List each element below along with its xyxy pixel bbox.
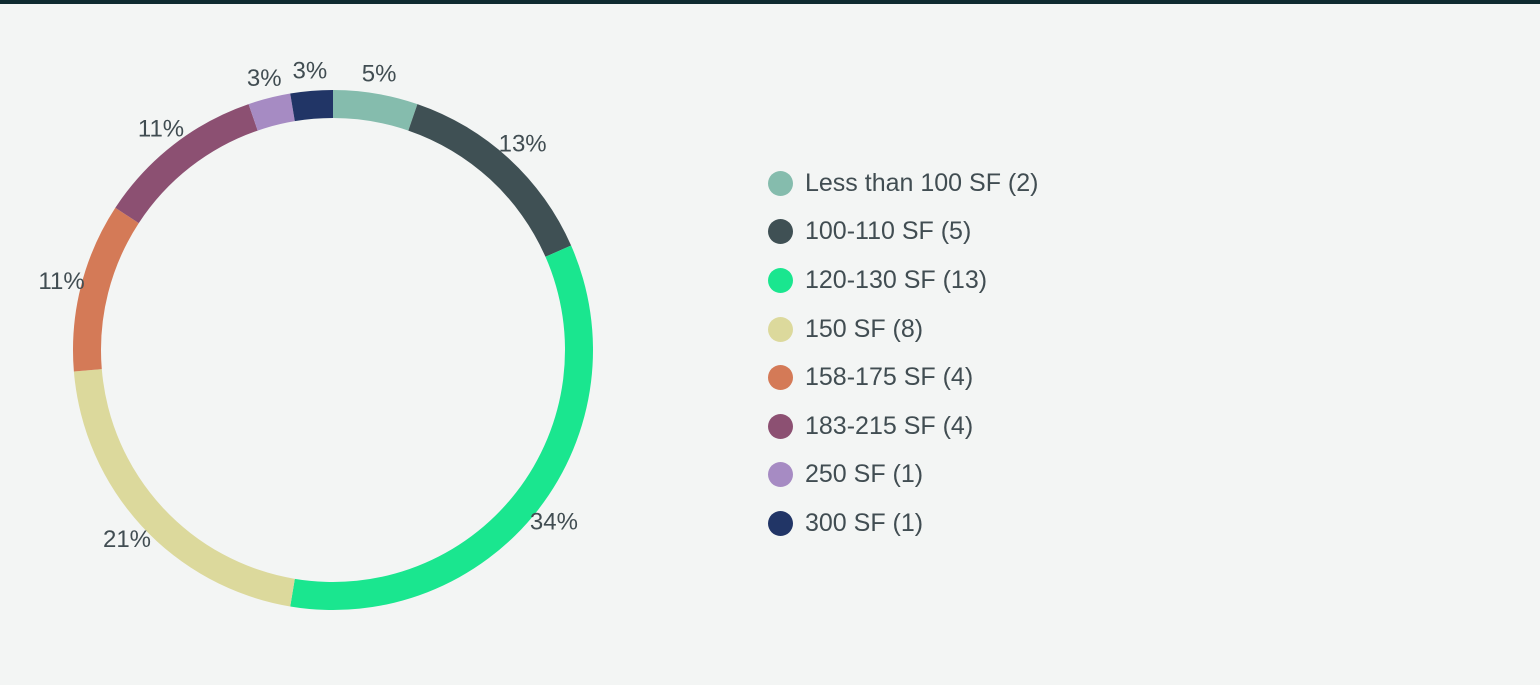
- percent-label-7: 3%: [247, 65, 282, 92]
- legend-swatch-icon: [768, 413, 793, 439]
- legend-label: 100-110 SF (5): [805, 217, 972, 246]
- legend-swatch-icon: [768, 170, 793, 196]
- legend-item: Less than 100 SF (2): [768, 159, 1188, 208]
- donut-percent-labels: 5% 13% 34% 21% 11% 11% 3% 3%: [38, 57, 578, 553]
- legend-label: 120-130 SF (13): [805, 265, 988, 294]
- legend-item: 250 SF (1): [768, 451, 1188, 500]
- donut-slice-6: [115, 104, 258, 224]
- percent-label-3: 34%: [530, 508, 578, 535]
- legend-label: Less than 100 SF (2): [805, 168, 1039, 197]
- legend-swatch-icon: [768, 316, 793, 342]
- donut-slices: [72, 90, 593, 610]
- donut-slice-1: [333, 90, 418, 131]
- legend-label: 250 SF (1): [805, 460, 924, 489]
- legend-item: 100-110 SF (5): [768, 208, 1188, 257]
- percent-label-5: 11%: [38, 268, 84, 295]
- percent-label-1: 5%: [362, 60, 397, 87]
- chart-legend: Less than 100 SF (2) 100-110 SF (5) 120-13…: [768, 159, 1188, 548]
- legend-item: 158-175 SF (4): [768, 353, 1188, 402]
- legend-label: 183-215 SF (4): [805, 411, 974, 440]
- legend-swatch-icon: [768, 462, 793, 488]
- donut-slice-2: [408, 104, 572, 257]
- legend-swatch-icon: [768, 267, 793, 293]
- legend-label: 150 SF (8): [805, 314, 924, 343]
- legend-item: 183-215 SF (4): [768, 402, 1188, 451]
- legend-label: 158-175 SF (4): [805, 363, 974, 392]
- percent-label-8: 3%: [293, 57, 328, 84]
- legend-swatch-icon: [768, 365, 793, 391]
- legend-swatch-icon: [768, 510, 793, 536]
- donut-chart: 5% 13% 34% 21% 11% 11% 3% 3%: [38, 57, 593, 610]
- legend-swatch-icon: [768, 219, 793, 245]
- donut-slice-5: [72, 207, 139, 372]
- legend-item: 150 SF (8): [768, 305, 1188, 354]
- percent-label-4: 21%: [103, 526, 151, 553]
- legend-item: 120-130 SF (13): [768, 256, 1188, 305]
- donut-slice-8: [290, 90, 333, 122]
- legend-label: 300 SF (1): [805, 508, 924, 537]
- donut-slice-4: [73, 369, 295, 607]
- donut-slice-7: [248, 93, 295, 131]
- percent-label-6: 11%: [138, 116, 184, 143]
- donut-slice-3: [290, 245, 593, 610]
- legend-item: 300 SF (1): [768, 499, 1188, 548]
- percent-label-2: 13%: [499, 130, 547, 157]
